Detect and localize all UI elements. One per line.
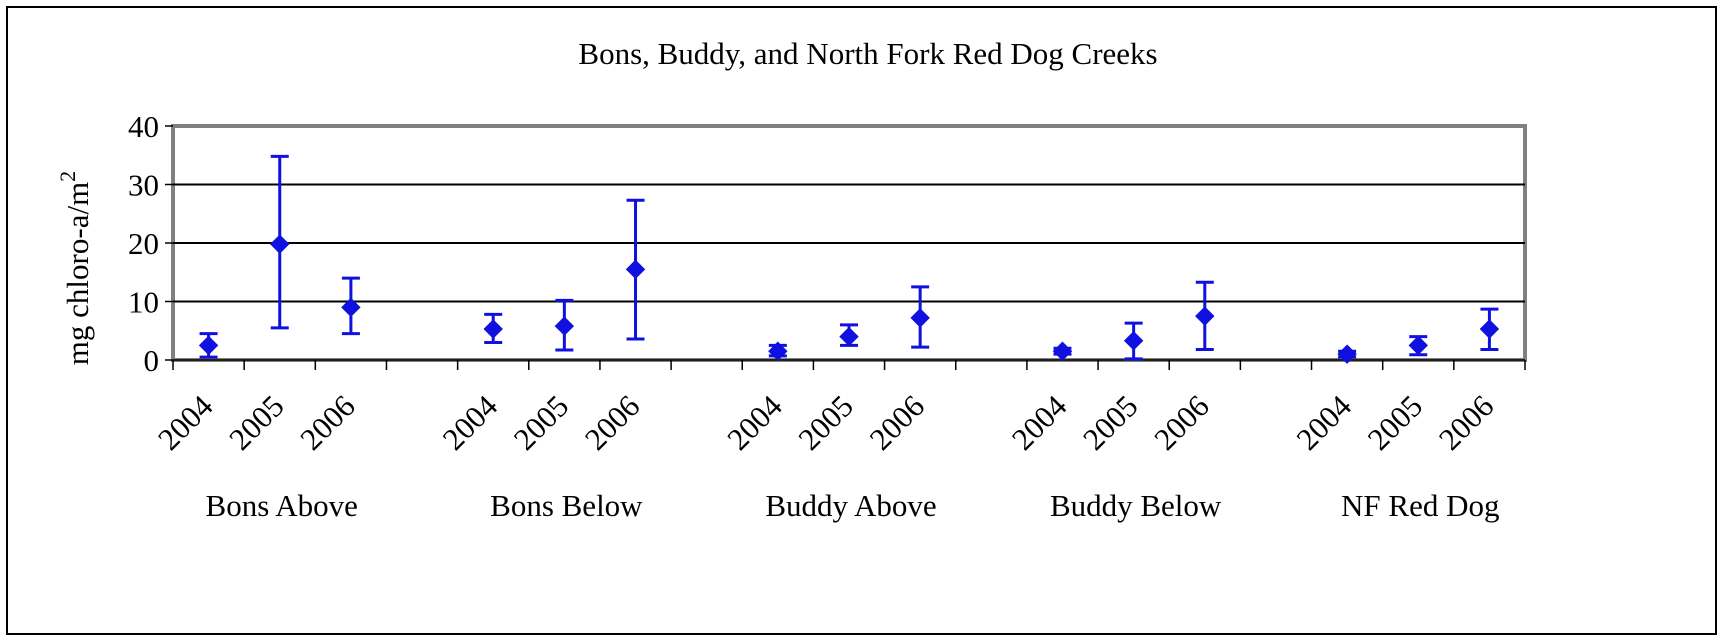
group-label: Buddy Above (765, 488, 936, 523)
x-tick-label: 2005 (222, 388, 291, 457)
x-tick-label: 2005 (1361, 388, 1430, 457)
data-point (1337, 344, 1357, 364)
group-label: Buddy Below (1050, 488, 1222, 523)
x-tick-label: 2006 (578, 388, 647, 457)
chart-title: Bons, Buddy, and North Fork Red Dog Cree… (578, 36, 1157, 71)
x-tick-label: 2004 (720, 388, 789, 457)
data-point (1479, 319, 1500, 339)
x-tick-label: 2004 (436, 388, 505, 457)
y-tick-label: 0 (144, 343, 160, 378)
y-tick-label: 30 (128, 168, 159, 203)
x-tick-label: 2004 (1289, 388, 1358, 457)
x-tick-label: 2006 (863, 388, 932, 457)
x-tick-label: 2005 (507, 388, 576, 457)
data-point (554, 316, 575, 336)
data-point (1408, 335, 1428, 356)
data-point (910, 308, 930, 328)
x-tick-label: 2006 (293, 388, 362, 457)
x-tick-label: 2005 (1076, 388, 1145, 457)
data-point (1123, 330, 1144, 351)
y-tick-label: 20 (128, 226, 159, 261)
data-point (625, 259, 646, 280)
data-point (768, 341, 788, 361)
data-point (483, 319, 503, 339)
data-point (1052, 341, 1073, 361)
group-label: Bons Below (490, 488, 643, 523)
data-point (341, 297, 361, 318)
y-axis-label-text: mg chloro-a/m (60, 182, 95, 365)
y-axis-label: mg chloro-a/m2 (55, 171, 95, 365)
y-axis-label-superscript: 2 (55, 171, 80, 182)
y-tick-label: 40 (128, 109, 159, 144)
x-tick-label: 2004 (1005, 388, 1074, 457)
x-tick-label: 2005 (791, 388, 860, 457)
data-point (198, 335, 219, 356)
x-tick-label: 2006 (1147, 388, 1216, 457)
data-point (839, 326, 859, 347)
group-label: Bons Above (206, 488, 358, 523)
x-tick-label: 2006 (1432, 388, 1501, 457)
data-point (270, 234, 290, 254)
group-label: NF Red Dog (1341, 488, 1499, 523)
y-tick-label: 10 (128, 285, 159, 320)
data-point (1195, 306, 1215, 326)
x-tick-label: 2004 (151, 388, 220, 457)
